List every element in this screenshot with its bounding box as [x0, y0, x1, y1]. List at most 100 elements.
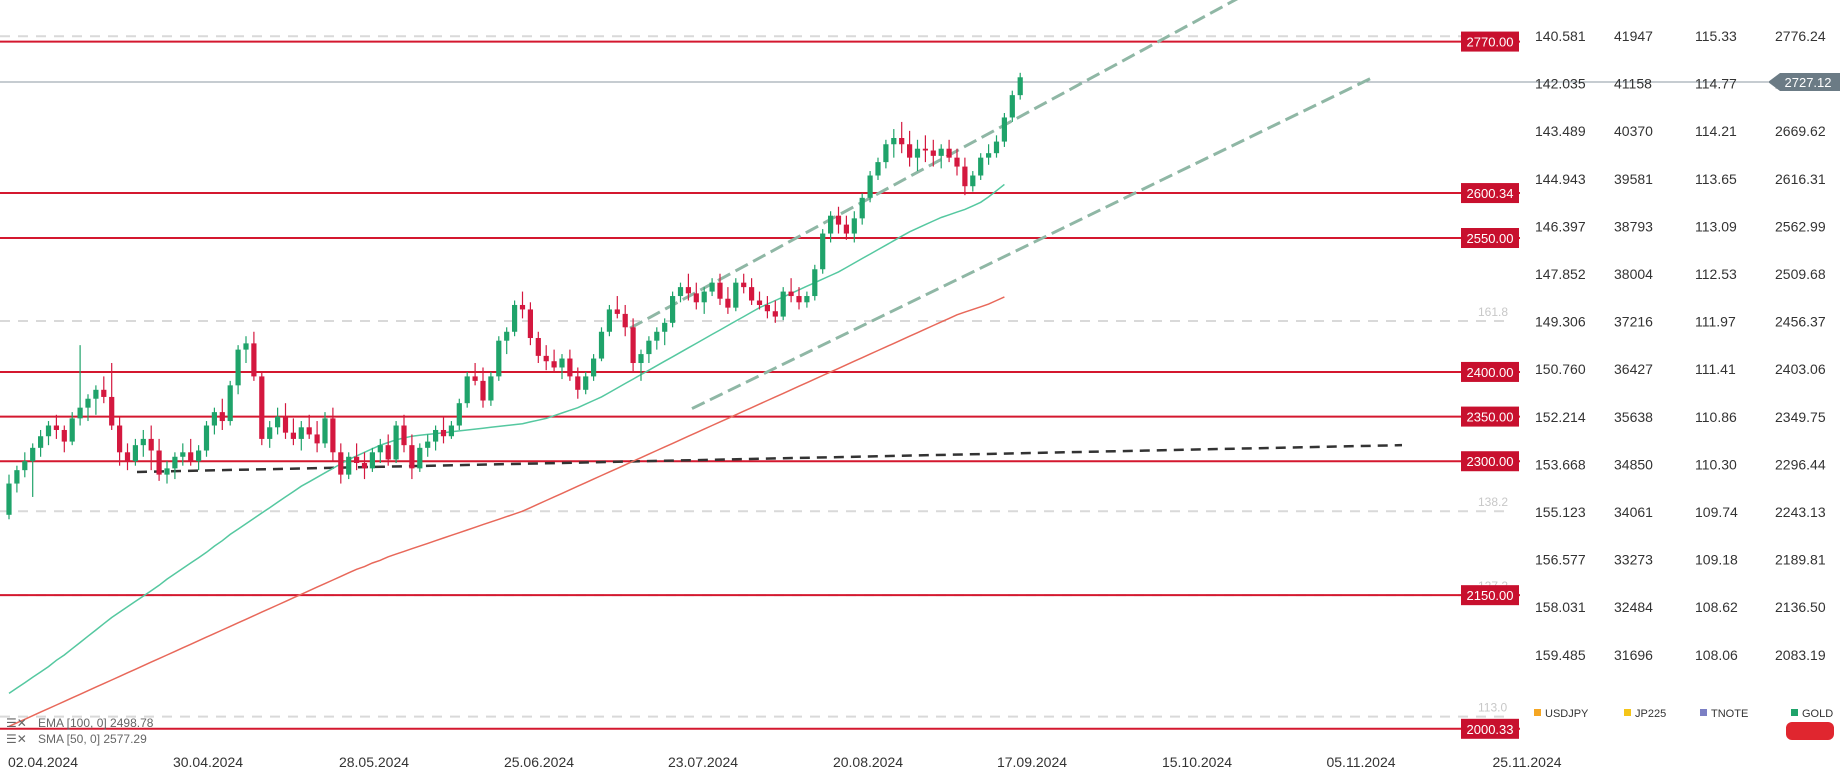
legend-label: GOLD	[1802, 708, 1833, 720]
candle	[883, 139, 889, 169]
indicator-label: EMA [100, 0] 2498.78	[38, 716, 154, 730]
candle	[101, 376, 107, 404]
candle	[835, 206, 842, 234]
y-tick-label: 2189.81	[1775, 552, 1826, 568]
y-tick-label: 38004	[1614, 266, 1653, 282]
candle	[180, 443, 186, 466]
candle	[211, 407, 217, 435]
level-badge	[1461, 451, 1519, 472]
y-tick-label: 153.668	[1535, 456, 1586, 472]
candle	[654, 327, 660, 350]
y-tick-label: 149.306	[1535, 314, 1586, 330]
candle	[662, 318, 668, 346]
candle	[1017, 72, 1023, 100]
candle	[338, 443, 344, 484]
y-tick-label: 144.943	[1535, 171, 1586, 187]
gold-toggle[interactable]	[1786, 722, 1834, 740]
candle	[22, 452, 28, 478]
x-tick-label: 25.11.2024	[1492, 754, 1561, 770]
candle	[559, 354, 565, 380]
x-tick-label: 05.11.2024	[1326, 754, 1395, 770]
y-tick-label: 37216	[1614, 314, 1653, 330]
fib-label: 113.0	[1478, 701, 1507, 715]
candle	[725, 287, 731, 314]
candle	[1001, 113, 1007, 147]
candle	[527, 302, 533, 346]
y-tick-label: 156.577	[1535, 552, 1586, 568]
candle	[61, 425, 67, 453]
candle	[1009, 90, 1015, 122]
candle	[85, 394, 91, 422]
y-tick-label: 111.97	[1695, 314, 1736, 330]
candle	[401, 414, 407, 453]
candle	[851, 211, 857, 243]
candle	[77, 345, 83, 426]
candle	[946, 139, 952, 163]
candle	[772, 300, 778, 323]
y-tick-label: 114.21	[1695, 123, 1737, 139]
x-tick-label: 15.10.2024	[1162, 754, 1232, 770]
candle	[780, 287, 786, 321]
candle	[591, 354, 597, 381]
candle	[109, 363, 115, 430]
candle	[922, 135, 928, 163]
legend-label: USDJPY	[1545, 708, 1589, 720]
candle	[417, 443, 423, 472]
y-tick-label: 40370	[1614, 123, 1653, 139]
candle	[290, 418, 296, 446]
level-badge-label: 2600.34	[1467, 186, 1514, 201]
candle	[504, 327, 510, 355]
level-badge	[1461, 406, 1519, 427]
level-badge-label: 2300.00	[1467, 454, 1514, 469]
horizontal-levels	[0, 40, 1520, 730]
candle	[820, 229, 826, 274]
y-tick-label: 112.53	[1695, 266, 1737, 282]
level-badge-label: 2400.00	[1467, 365, 1514, 380]
candle	[330, 407, 336, 462]
candle	[14, 465, 20, 493]
candle	[148, 425, 154, 471]
level-badge	[1461, 585, 1519, 606]
y-tick-label: 2349.75	[1775, 409, 1826, 425]
support-trendline	[136, 443, 1403, 474]
candle	[425, 434, 431, 457]
candle	[30, 443, 36, 497]
x-tick-label: 25.06.2024	[504, 754, 574, 770]
indicator-icons[interactable]: ☰✕	[6, 716, 27, 730]
candle	[551, 349, 557, 372]
fib-label: 138.2	[1478, 495, 1508, 509]
y-tick-label: 108.06	[1695, 647, 1738, 663]
y-tick-label: 2083.19	[1775, 647, 1826, 663]
candle	[796, 287, 802, 310]
candle	[575, 367, 581, 399]
legend-swatch	[1624, 709, 1631, 716]
candle	[275, 407, 281, 435]
y-tick-label: 159.485	[1535, 647, 1586, 663]
candle	[346, 452, 352, 480]
candle	[38, 429, 44, 457]
y-tick-label: 35638	[1614, 409, 1653, 425]
x-tick-label: 02.04.2024	[8, 754, 78, 770]
y-tick-label: 34850	[1614, 456, 1653, 472]
legend-swatch	[1700, 709, 1707, 716]
candle	[670, 291, 676, 328]
channel-anchor	[0, 0, 630, 284]
y-tick-label: 2616.31	[1775, 171, 1826, 187]
candle	[638, 349, 644, 381]
sma-line	[8, 183, 1005, 695]
candle	[828, 211, 834, 243]
candle	[409, 434, 415, 480]
candle	[243, 336, 249, 364]
candle	[756, 291, 763, 310]
y-tick-label: 147.852	[1535, 266, 1586, 282]
ema-line	[8, 296, 1005, 728]
y-tick-label: 155.123	[1535, 504, 1586, 520]
level-badge-label: 2150.00	[1467, 588, 1514, 603]
y-tick-label: 114.77	[1695, 76, 1737, 92]
candle	[812, 264, 818, 301]
indicator-icons[interactable]: ☰✕	[6, 732, 27, 746]
y-tick-label: 2509.68	[1775, 266, 1826, 282]
level-badge-label: 2770.00	[1467, 35, 1514, 50]
level-badge	[1461, 228, 1519, 249]
